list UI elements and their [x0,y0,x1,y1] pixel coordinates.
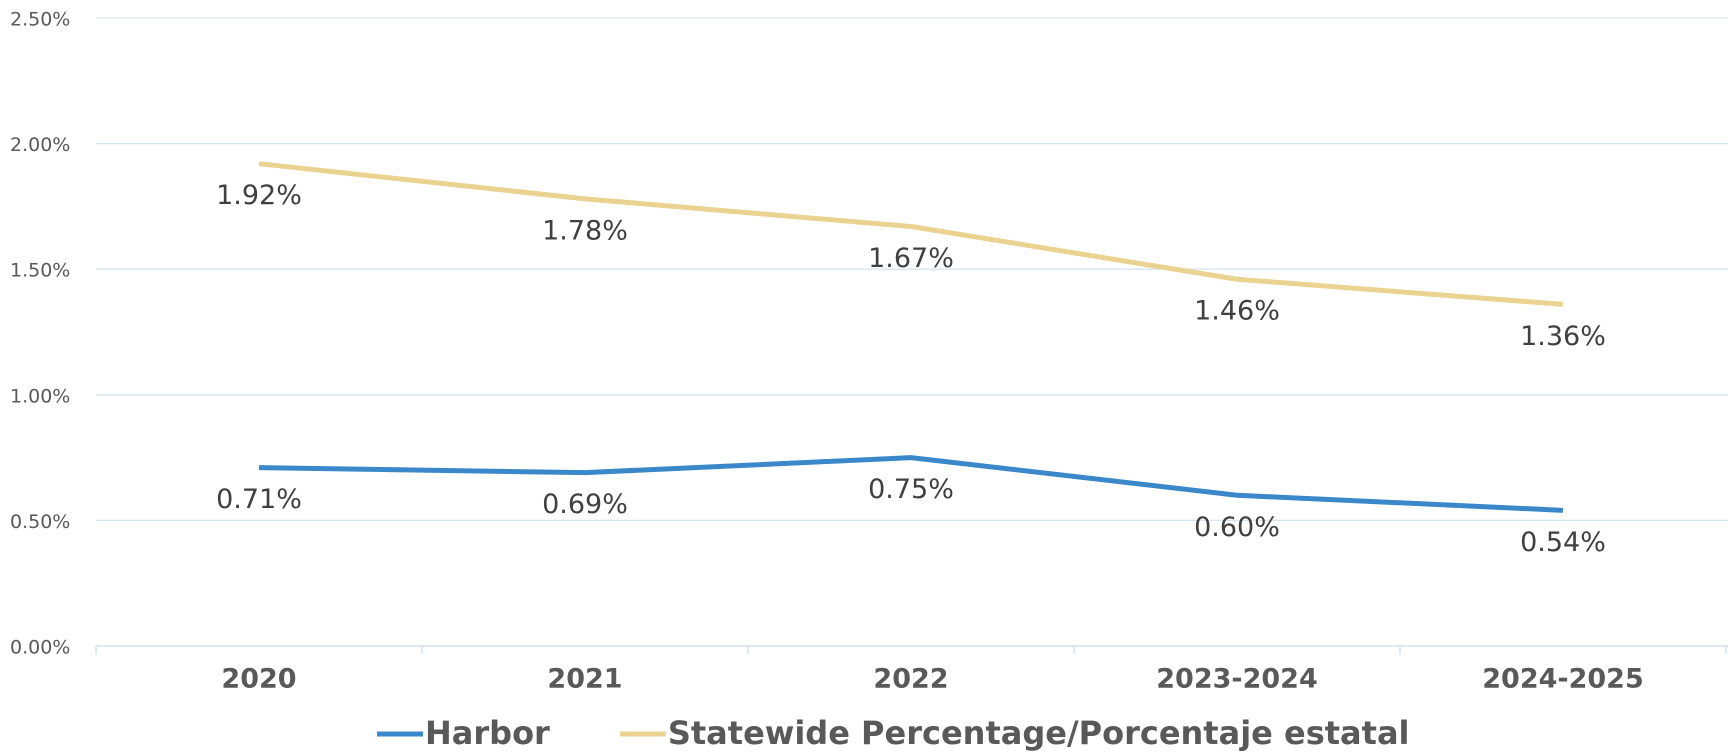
data-label: 1.46% [1194,296,1280,327]
x-tick-label: 2024-2025 [1482,664,1644,695]
data-label: 0.54% [1520,527,1606,558]
data-label: 0.69% [542,489,628,520]
y-tick-label: 1.00% [10,385,70,407]
data-label: 1.67% [868,243,954,274]
y-tick-label: 0.50% [10,511,70,533]
y-tick-label: 0.00% [10,637,70,659]
data-label: 1.92% [216,180,302,211]
data-label: 1.36% [1520,321,1606,352]
data-label: 0.75% [868,474,954,505]
series-line [258,161,1564,307]
y-tick-label: 2.00% [10,134,70,156]
series-line [258,455,1564,513]
x-tick-label: 2023-2024 [1156,664,1318,695]
x-tick-label: 2022 [873,664,948,695]
data-label: 0.60% [1194,512,1280,543]
legend-label: Harbor [425,714,550,752]
legend-label: Statewide Percentage/Porcentaje estatal [668,714,1410,752]
data-label: 1.78% [542,215,628,246]
y-tick-label: 1.50% [10,260,70,282]
data-label: 0.71% [216,484,302,515]
x-tick-label: 2021 [547,664,622,695]
y-tick-label: 2.50% [10,9,70,31]
x-tick-label: 2020 [221,664,296,695]
